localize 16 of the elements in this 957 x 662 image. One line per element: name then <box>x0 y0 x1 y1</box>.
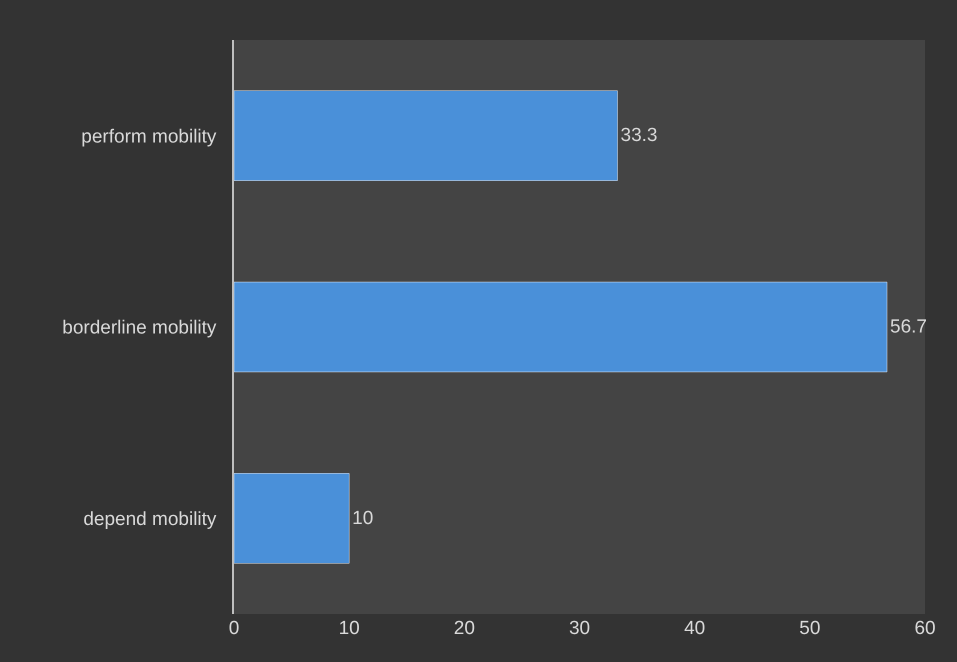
x-tick-label: 50 <box>799 618 820 639</box>
y-tick-label: perform mobility <box>81 126 217 148</box>
y-tick-label: borderline mobility <box>62 318 217 339</box>
x-tick-label: 40 <box>684 618 706 639</box>
x-tick-label: 30 <box>568 618 590 639</box>
data-label: 56.7 <box>890 316 927 338</box>
bar <box>234 473 350 564</box>
x-tick-label: 10 <box>338 618 360 639</box>
x-tick-label: 20 <box>454 618 475 639</box>
data-label: 33.3 <box>620 125 658 146</box>
y-tick-label: depend mobility <box>83 508 217 530</box>
x-tick-label: 60 <box>914 618 936 639</box>
bar <box>234 90 618 181</box>
data-label: 10 <box>352 508 374 529</box>
x-tick-label: 0 <box>228 618 240 639</box>
bar <box>234 282 888 372</box>
